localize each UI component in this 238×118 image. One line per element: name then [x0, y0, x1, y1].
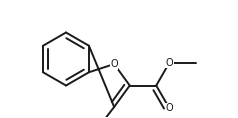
Text: O: O	[166, 103, 173, 113]
Text: O: O	[110, 59, 118, 69]
Text: O: O	[166, 58, 173, 67]
